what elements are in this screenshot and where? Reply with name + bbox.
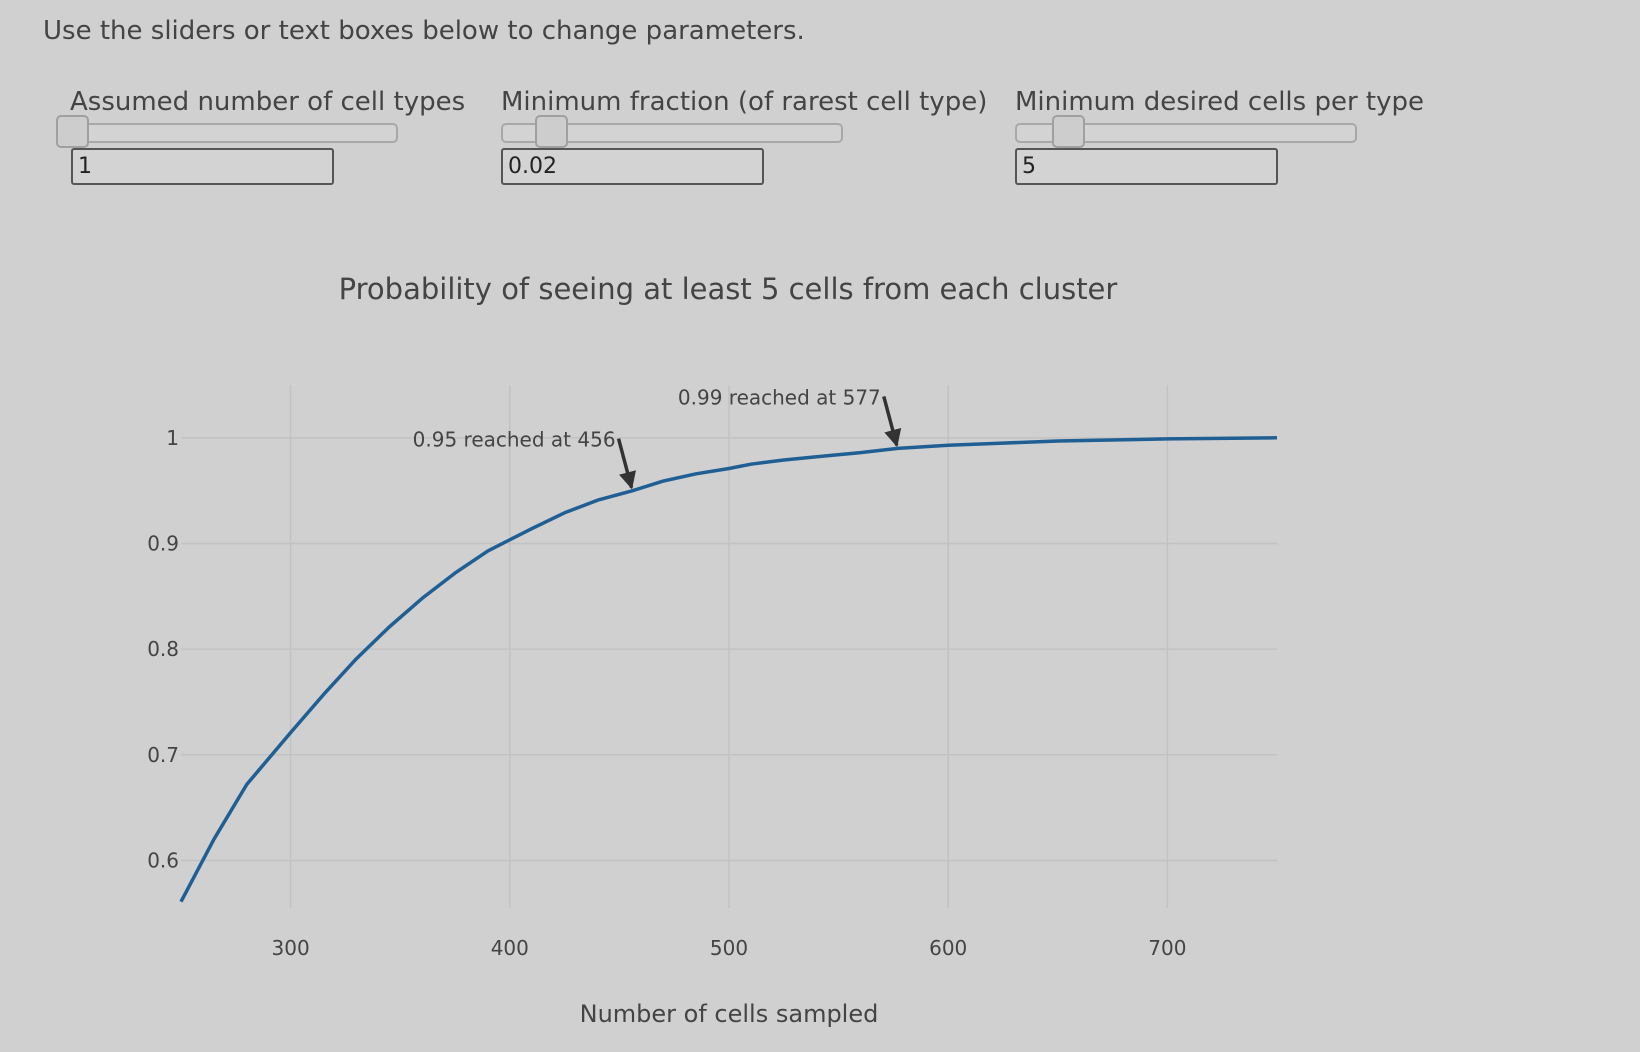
annotation-arrow bbox=[882, 395, 902, 448]
instructions-text: Use the sliders or text boxes below to c… bbox=[43, 16, 805, 46]
x-tick-label: 400 bbox=[491, 936, 529, 960]
series-line-0 bbox=[179, 436, 1278, 903]
chart-title: Probability of seeing at least 5 cells f… bbox=[339, 272, 1118, 306]
control-label-min-fraction: Minimum fraction (of rarest cell type) bbox=[501, 87, 988, 117]
control-min-fraction: Minimum fraction (of rarest cell type) bbox=[501, 86, 988, 185]
x-tick-label: 300 bbox=[272, 936, 310, 960]
control-cell-types: Assumed number of cell types bbox=[56, 86, 466, 185]
control-min-cells: Minimum desired cells per type bbox=[1015, 86, 1424, 185]
slider-track-min-cells[interactable] bbox=[1015, 123, 1357, 143]
cell-types-input[interactable] bbox=[71, 148, 334, 185]
annotation-arrow bbox=[616, 438, 636, 490]
slider-handle-min-fraction[interactable] bbox=[534, 115, 568, 148]
chart-lines bbox=[179, 436, 1278, 903]
x-tick-label: 700 bbox=[1148, 936, 1186, 960]
y-tick-label: 1 bbox=[166, 426, 179, 450]
slider-handle-min-cells[interactable] bbox=[1052, 115, 1086, 148]
x-tick-label: 600 bbox=[929, 936, 967, 960]
slider-handle-cell-types[interactable] bbox=[56, 115, 89, 148]
control-label-cell-types: Assumed number of cell types bbox=[70, 87, 466, 117]
chart-annotations: 0.95 reached at 456 0.99 reached at 577 bbox=[413, 385, 902, 490]
min-fraction-input[interactable] bbox=[501, 148, 764, 185]
y-tick-label: 0.7 bbox=[147, 743, 179, 767]
annotation-label: 0.95 reached at 456 bbox=[413, 428, 616, 452]
x-tick-label: 500 bbox=[710, 936, 748, 960]
y-tick-label: 0.8 bbox=[147, 637, 179, 661]
min-cells-input[interactable] bbox=[1015, 148, 1278, 185]
chart-ticks: 300 400 500 600 700 0.6 0.7 0.8 0.9 1 bbox=[147, 426, 1186, 960]
annotation-label: 0.99 reached at 577 bbox=[678, 385, 881, 409]
control-label-min-cells: Minimum desired cells per type bbox=[1015, 87, 1424, 117]
x-axis-title: Number of cells sampled bbox=[580, 1000, 879, 1028]
y-tick-label: 0.9 bbox=[147, 531, 179, 555]
y-tick-label: 0.6 bbox=[147, 848, 179, 872]
chart-grid bbox=[181, 385, 1277, 908]
slider-track-min-fraction[interactable] bbox=[501, 123, 843, 143]
